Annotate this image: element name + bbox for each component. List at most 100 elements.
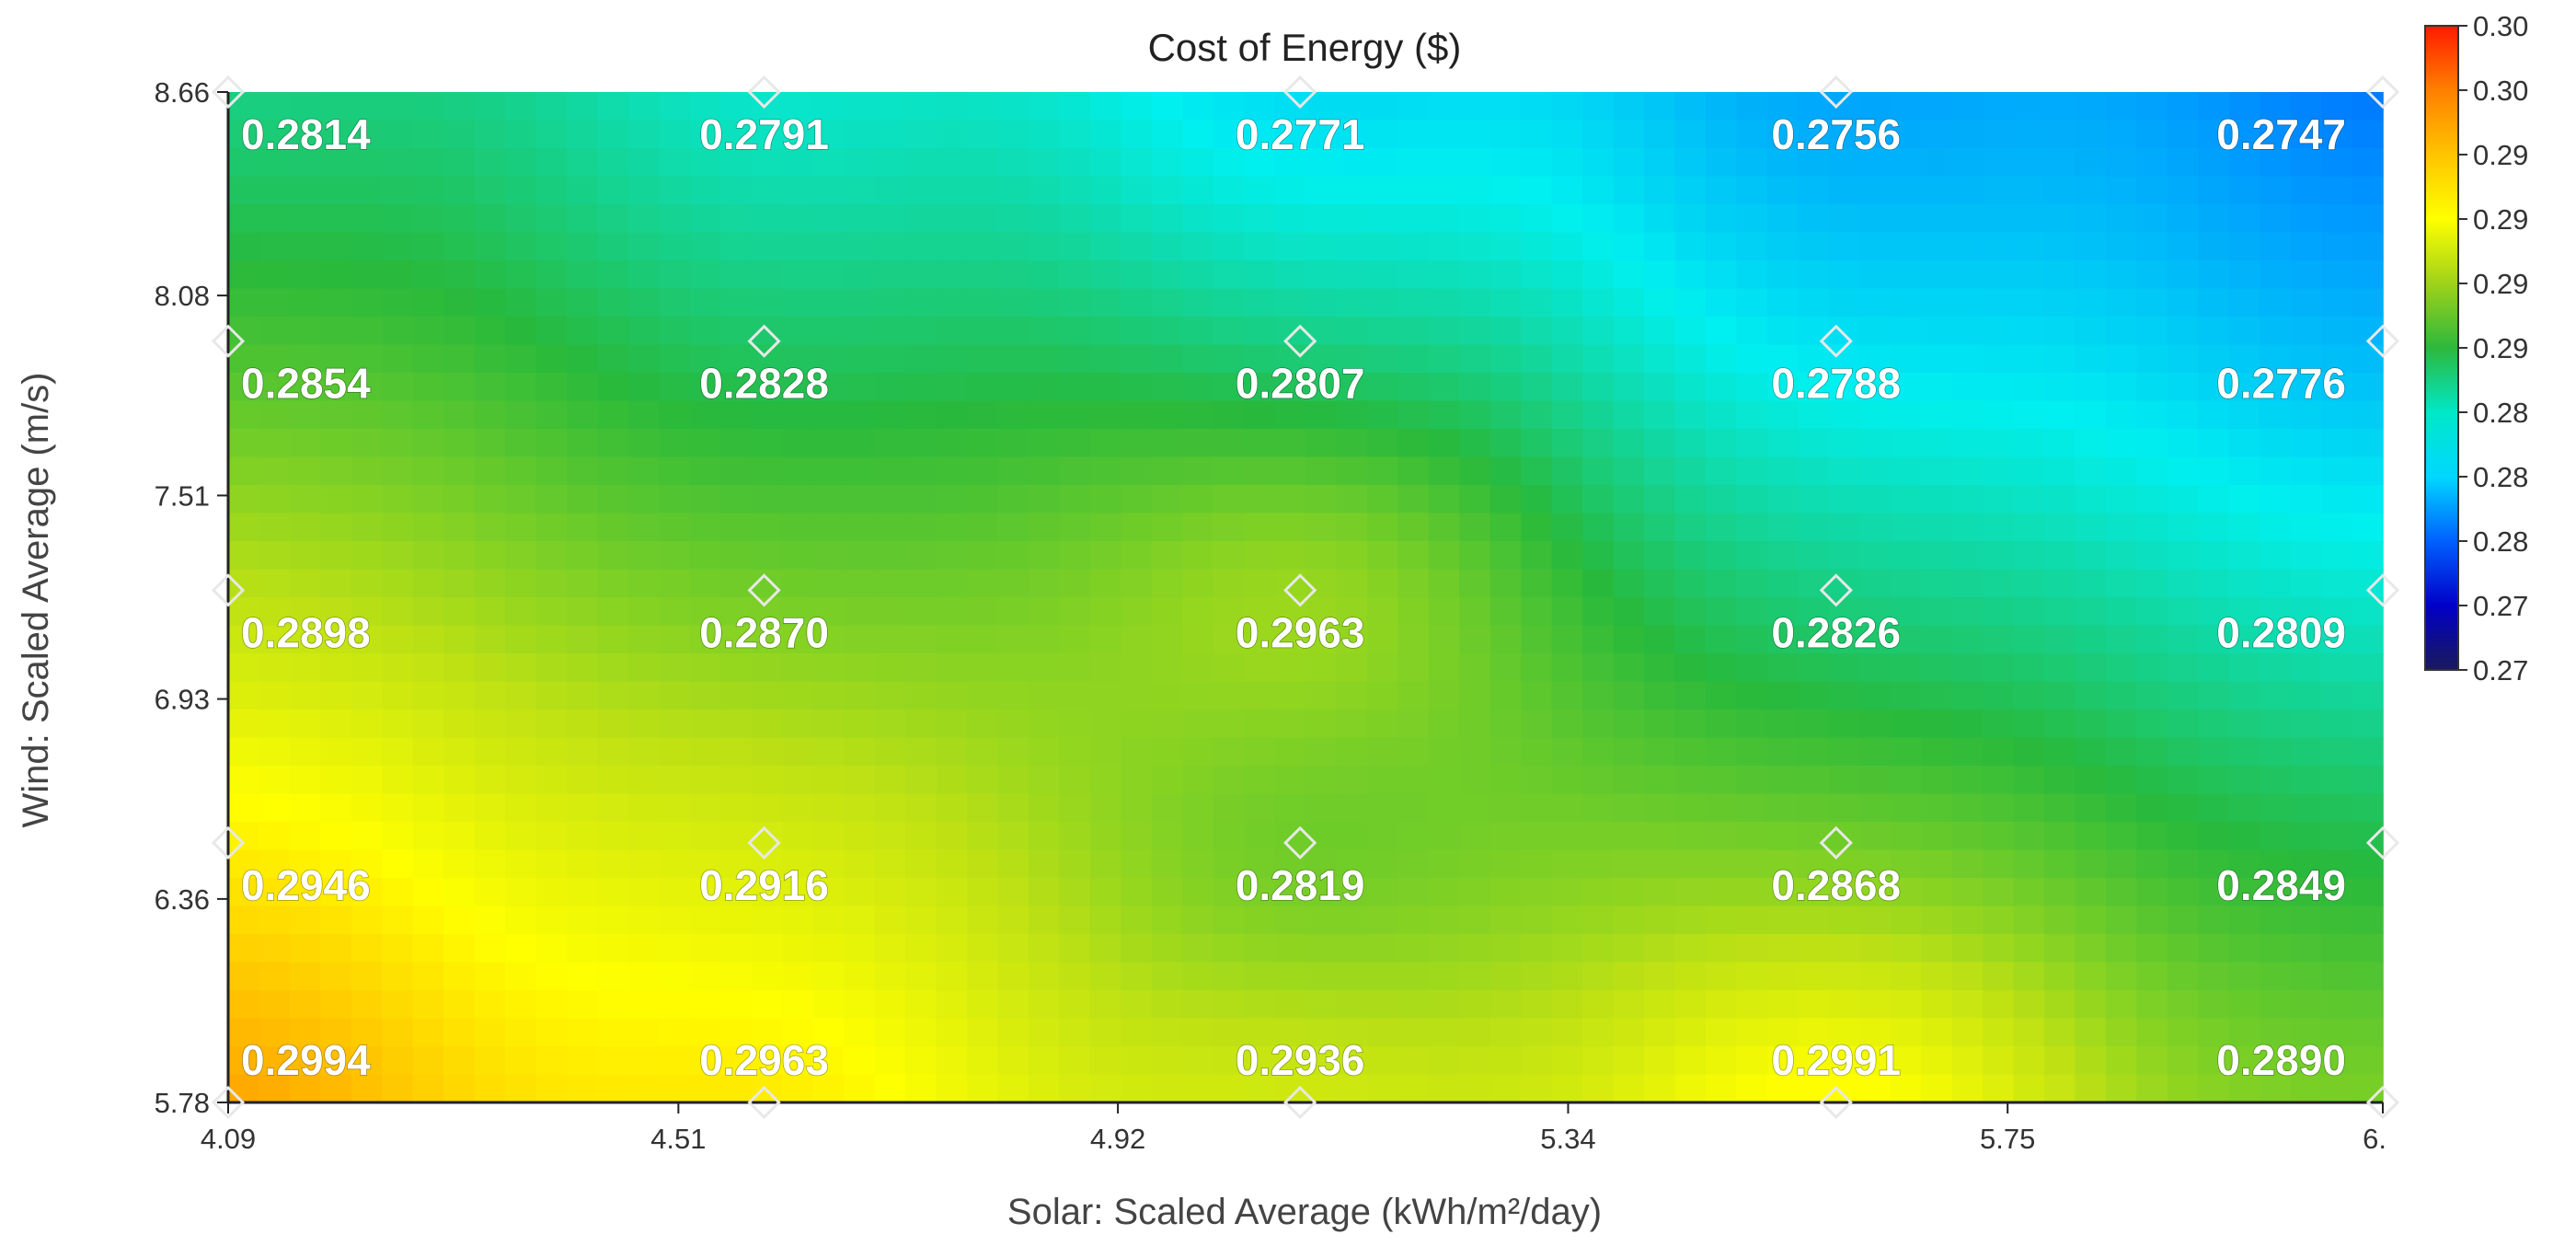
heatmap-tile	[1983, 1074, 2015, 1103]
heatmap-tile	[1121, 793, 1153, 823]
heatmap-tile	[1459, 260, 1491, 290]
heatmap-tile	[1182, 822, 1214, 851]
heatmap-tile	[1983, 793, 2015, 823]
heatmap-tile	[1089, 456, 1122, 486]
heatmap-tile	[1521, 962, 1553, 991]
heatmap-tile	[1244, 429, 1276, 458]
heatmap-tile	[1059, 232, 1091, 261]
heatmap-tile	[289, 485, 322, 514]
heatmap-tile	[1736, 429, 1768, 458]
heatmap-tile	[1951, 260, 1984, 290]
heatmap-tile	[997, 849, 1029, 879]
heatmap-tile	[627, 92, 661, 121]
heatmap-tile	[2228, 513, 2260, 542]
heatmap-tile	[966, 962, 999, 991]
heatmap-tile	[320, 260, 352, 290]
heatmap-tile	[1089, 1046, 1122, 1076]
heatmap-tile	[535, 373, 568, 402]
heatmap-tile	[1644, 317, 1676, 346]
cell-value-label: 0.2870	[699, 608, 829, 656]
heatmap-tile	[966, 737, 999, 767]
heatmap-tile	[597, 373, 629, 402]
heatmap-tile	[1059, 681, 1091, 710]
heatmap-tile	[320, 653, 352, 683]
heatmap-tile	[2290, 513, 2322, 542]
heatmap-tile	[1983, 1046, 2015, 1076]
heatmap-tile	[1366, 260, 1399, 290]
heatmap-tile	[1705, 793, 1738, 823]
heatmap-tile	[1644, 934, 1676, 963]
heatmap-tile	[720, 990, 753, 1020]
heatmap-tile	[659, 990, 691, 1020]
heatmap-tile	[2228, 373, 2260, 402]
sample-point-marker	[2365, 573, 2400, 607]
heatmap-tile	[1366, 373, 1399, 402]
heatmap-tile	[1766, 962, 1800, 991]
heatmap-tile	[1859, 373, 1892, 402]
heatmap-tile	[1366, 934, 1399, 963]
heatmap-tile	[351, 1074, 384, 1103]
heatmap-tile	[751, 541, 784, 571]
heatmap-tile	[1674, 232, 1707, 261]
heatmap-tile	[1736, 1018, 1768, 1047]
heatmap-tile	[1674, 485, 1707, 514]
heatmap-tile	[1213, 1046, 1245, 1076]
heatmap-tile	[812, 849, 845, 879]
sample-point-marker	[2365, 75, 2400, 110]
heatmap-tile	[259, 288, 291, 317]
heatmap-tile	[2013, 625, 2045, 654]
heatmap-tile	[905, 176, 937, 205]
heatmap-tile	[535, 569, 568, 598]
sample-point-marker	[211, 75, 246, 110]
heatmap-tile	[567, 934, 599, 963]
heatmap-tile	[1951, 513, 1984, 542]
heatmap-tile	[874, 485, 906, 514]
heatmap-tile	[782, 1074, 814, 1103]
heatmap-tile	[844, 204, 876, 234]
heatmap-tile	[936, 429, 968, 458]
heatmap-tile	[1551, 1074, 1583, 1103]
heatmap-tile	[1028, 681, 1061, 710]
heatmap-tile	[289, 288, 322, 317]
heatmap-tile	[443, 176, 476, 205]
heatmap-tile	[627, 934, 661, 963]
heatmap-tile	[2228, 849, 2260, 879]
heatmap-tile	[412, 766, 444, 795]
heatmap-tile	[2043, 92, 2076, 121]
heatmap-tile	[2290, 990, 2322, 1020]
heatmap-tile	[1397, 653, 1430, 683]
heatmap-tile	[1582, 204, 1615, 234]
heatmap-tile	[2290, 288, 2322, 317]
heatmap-tile	[812, 120, 845, 149]
heatmap-tile	[1089, 766, 1122, 795]
heatmap-tile	[2167, 1018, 2200, 1047]
heatmap-tile	[1089, 429, 1122, 458]
heatmap-tile	[627, 288, 661, 317]
heatmap-tile	[2105, 710, 2138, 739]
heatmap-tile	[2167, 288, 2200, 317]
heatmap-tile	[2136, 625, 2168, 654]
heatmap-tile	[1766, 934, 1800, 963]
heatmap-tile	[1459, 92, 1491, 121]
heatmap-tile	[1336, 737, 1368, 767]
heatmap-tile	[2013, 597, 2045, 627]
heatmap-tile	[1705, 373, 1738, 402]
heatmap-tile	[382, 737, 414, 767]
heatmap-tile	[2043, 849, 2076, 879]
heatmap-tile	[2228, 710, 2260, 739]
heatmap-tile	[2136, 653, 2168, 683]
heatmap-tile	[1828, 148, 1861, 178]
heatmap-tile	[1921, 288, 1953, 317]
heatmap-tile	[1551, 429, 1583, 458]
heatmap-tile	[1551, 597, 1583, 627]
heatmap-tile	[412, 204, 444, 234]
heatmap-tile	[1459, 485, 1491, 514]
heatmap-tile	[1121, 513, 1153, 542]
heatmap-tile	[320, 569, 352, 598]
heatmap-tile	[751, 176, 784, 205]
heatmap-tile	[1182, 120, 1214, 149]
heatmap-tile	[1798, 990, 1830, 1020]
heatmap-tile	[782, 260, 814, 290]
heatmap-tile	[1213, 232, 1245, 261]
heatmap-tile	[1244, 766, 1276, 795]
